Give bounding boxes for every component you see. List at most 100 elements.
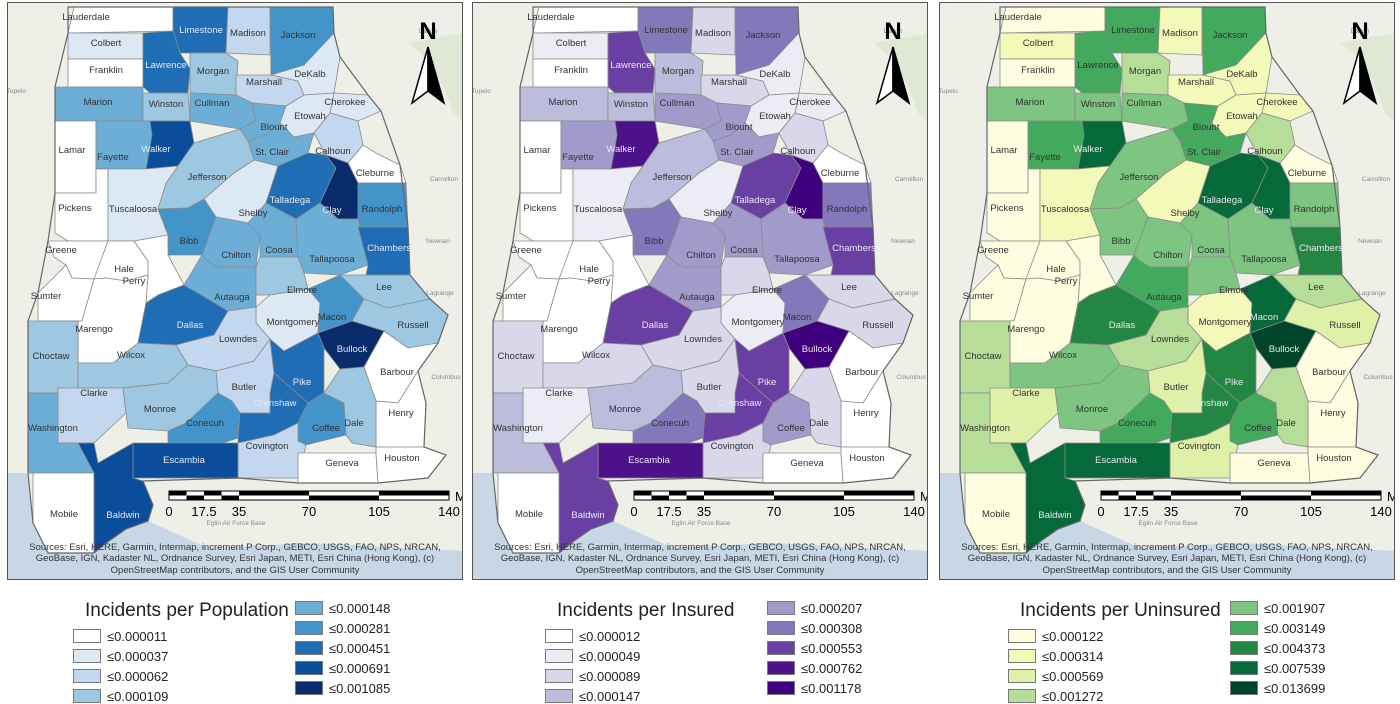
legend-item: ≤0.001085 — [295, 680, 390, 696]
county-lawrence[interactable] — [142, 30, 191, 94]
legend-item: ≤0.000049 — [545, 648, 640, 664]
county-label: Monroe — [1076, 404, 1108, 415]
legend-title: Incidents per Population — [85, 600, 289, 621]
scalebar-unit: Miles — [455, 489, 463, 504]
county-label: Cullman — [195, 98, 230, 109]
county-label: Barbour — [380, 367, 414, 378]
county-label: Walker — [141, 144, 170, 155]
scalebar-segment — [186, 495, 204, 500]
alabama-choropleth-map[interactable]: Lauderdale Limestone Madison Jackson Colbert… — [940, 3, 1395, 580]
county-lawrence[interactable] — [607, 30, 656, 94]
alabama-choropleth-map[interactable]: Lauderdale Limestone Madison Jackson Colbert… — [473, 3, 928, 580]
county-label: Cleburne — [356, 168, 395, 179]
legend-swatch — [73, 669, 101, 683]
county-lamar[interactable] — [519, 120, 562, 194]
county-label: Houston — [1316, 453, 1351, 464]
county-label: Geneva — [790, 458, 824, 469]
alabama-choropleth-map[interactable]: Lauderdale Limestone Madison Jackson Colbert… — [8, 3, 463, 580]
county-covington[interactable] — [702, 422, 772, 479]
legend-swatch — [73, 629, 101, 643]
background-place-label: Columbus — [431, 374, 461, 381]
county-label: Etowah — [294, 111, 326, 122]
scalebar-segment — [634, 491, 652, 496]
county-lamar[interactable] — [54, 120, 97, 194]
legend-label: ≤0.000762 — [801, 660, 863, 676]
map-panel-insured[interactable]: Lauderdale Limestone Madison Jackson Colbert… — [472, 2, 928, 580]
county-label: Jefferson — [1120, 172, 1159, 183]
legend-label: ≤0.000553 — [801, 640, 863, 656]
background-place-label: Eglin Air Force Base — [1139, 520, 1198, 527]
county-label: Talladega — [1202, 195, 1243, 206]
county-elmore[interactable] — [255, 256, 309, 296]
scalebar-tick: 17.5 — [191, 504, 216, 519]
county-label: Randolph — [827, 204, 868, 215]
county-covington[interactable] — [237, 422, 307, 479]
county-label: Autauga — [1146, 292, 1182, 303]
county-lamar[interactable] — [986, 120, 1029, 194]
county-label: Mobile — [515, 509, 543, 520]
county-label: Henry — [388, 408, 414, 419]
scalebar-segment — [686, 495, 704, 500]
scalebar-segment — [669, 491, 687, 496]
county-label: Hale — [114, 264, 134, 275]
county-label: Fayette — [97, 152, 129, 163]
county-label: Baldwin — [571, 510, 604, 521]
county-label: Houston — [384, 453, 419, 464]
map-panel-population[interactable]: Lauderdale Limestone Madison Jackson Colbert… — [7, 2, 463, 580]
county-dekalb[interactable] — [1201, 32, 1273, 96]
county-label: Bibb — [179, 236, 198, 247]
scalebar-segment — [1118, 495, 1136, 500]
county-label: Morgan — [662, 66, 694, 77]
county-label: Coffee — [312, 423, 340, 434]
county-lawrence[interactable] — [1074, 30, 1123, 94]
county-elmore[interactable] — [1187, 256, 1241, 296]
legend-swatch — [295, 661, 323, 675]
legend-label: ≤0.007539 — [1264, 660, 1326, 676]
county-label: Perry — [1055, 276, 1078, 287]
county-label: Pike — [1225, 377, 1243, 388]
county-label: Montgomery — [267, 317, 320, 328]
county-label: Winston — [1081, 99, 1115, 110]
county-label: Autauga — [679, 292, 715, 303]
county-label: Fayette — [1029, 152, 1061, 163]
county-label: Dallas — [177, 320, 204, 331]
county-dekalb[interactable] — [734, 32, 806, 96]
legend-label: ≤0.000109 — [107, 688, 169, 704]
legend-label: ≤0.000207 — [801, 600, 863, 616]
county-label: Macon — [783, 312, 812, 323]
scalebar-tick: 17.5 — [1123, 504, 1148, 519]
county-label: Dale — [344, 418, 364, 429]
legend-item: ≤0.000281 — [295, 620, 390, 636]
county-covington[interactable] — [1169, 422, 1239, 479]
gulf-water — [8, 473, 462, 579]
legend-label: ≤0.000122 — [1042, 628, 1104, 644]
county-label: Clay — [1254, 205, 1273, 216]
county-label: Colbert — [1023, 38, 1054, 49]
county-label: Mobile — [982, 509, 1010, 520]
scalebar-segment — [704, 491, 774, 496]
county-label: Clarke — [1012, 388, 1039, 399]
county-label: Barbour — [845, 367, 879, 378]
scalebar-tick: 105 — [833, 504, 855, 519]
county-label: Randolph — [362, 204, 403, 215]
county-label: Limestone — [644, 25, 688, 36]
county-dekalb[interactable] — [269, 32, 341, 96]
county-label: St. Clair — [720, 147, 754, 158]
county-label: Sumter — [31, 291, 62, 302]
county-elmore[interactable] — [720, 256, 774, 296]
gulf-water — [940, 473, 1394, 579]
legend-item: ≤0.000037 — [73, 648, 168, 664]
county-label: Geneva — [325, 458, 359, 469]
map-attribution: Sources: Esri, HERE, Garmin, Intermap, i… — [961, 541, 1373, 576]
county-label: Madison — [230, 28, 266, 39]
map-panel-uninsured[interactable]: Lauderdale Limestone Madison Jackson Colbert… — [939, 2, 1395, 580]
county-label: Lauderdale — [994, 12, 1042, 23]
legend-label: ≤0.000691 — [329, 660, 391, 676]
county-label: Bullock — [802, 344, 833, 355]
county-label: Dale — [809, 418, 829, 429]
county-label: Greene — [977, 245, 1009, 256]
county-label: Blount — [261, 122, 288, 133]
county-label: Hale — [1046, 264, 1066, 275]
county-label: Chambers — [832, 243, 876, 254]
legend-item: ≤0.000314 — [1008, 648, 1103, 664]
